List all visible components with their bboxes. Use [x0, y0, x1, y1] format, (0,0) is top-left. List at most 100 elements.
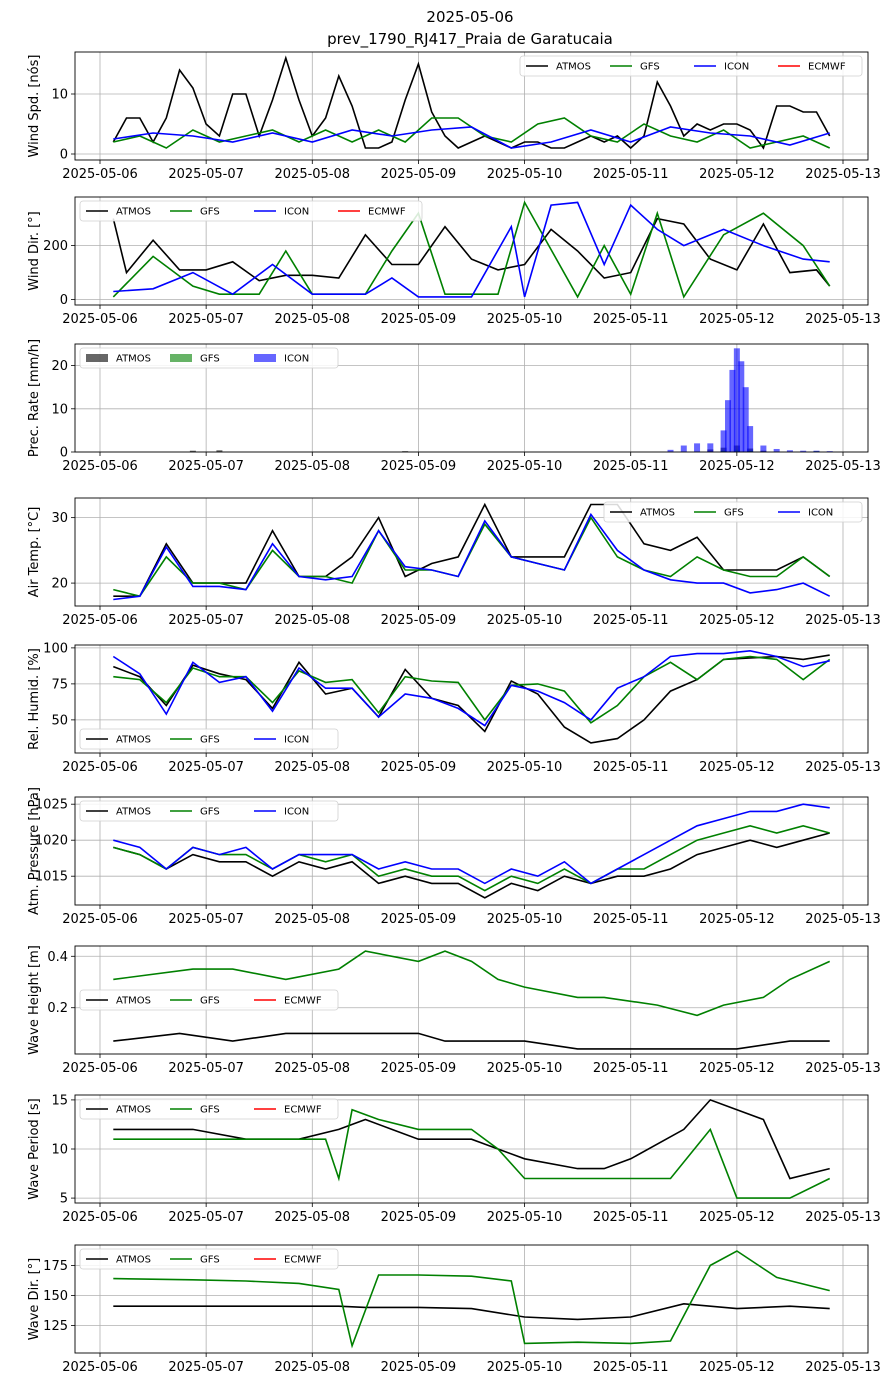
x-tick-label: 2025-05-11 [593, 167, 669, 182]
bar [189, 450, 196, 452]
x-tick-label: 2025-05-12 [699, 1210, 775, 1225]
bar [742, 387, 749, 452]
panel-wave-period-s: 2025-05-06 2025-05-07 2025-05-08 2025-05-09… [27, 1093, 881, 1225]
x-tick-label: 2025-05-09 [381, 1210, 457, 1225]
legend-label-ecmwf: ECMWF [808, 62, 846, 73]
bar [747, 426, 754, 452]
x-tick-label: 2025-05-08 [275, 1061, 351, 1076]
legend-swatch-gfs [170, 354, 192, 362]
y-tick-label: 0 [60, 148, 68, 163]
y-tick-label: 175 [43, 1259, 68, 1274]
x-tick-label: 2025-05-13 [805, 912, 881, 927]
legend-label-atmos: ATMOS [116, 1255, 151, 1266]
x-tick-label: 2025-05-09 [381, 912, 457, 927]
x-tick-label: 2025-05-07 [168, 459, 244, 474]
plot-area [112, 55, 831, 150]
series-line-atmos [113, 832, 830, 899]
axes-frame [74, 1094, 869, 1204]
x-tick-label: 2025-05-11 [593, 760, 669, 775]
x-tick-label: 2025-05-11 [593, 1061, 669, 1076]
x-tick-label: 2025-05-06 [62, 312, 138, 327]
legend-box [79, 800, 339, 822]
axes-frame [74, 945, 869, 1055]
series-line-gfs [113, 950, 831, 1017]
x-tick-label: 2025-05-13 [805, 459, 881, 474]
legend-label-atmos: ATMOS [556, 62, 591, 73]
x-tick-label: 2025-05-06 [62, 613, 138, 628]
x-tick-label: 2025-05-09 [381, 1061, 457, 1076]
legend: ATMOS GFS ICON [79, 347, 339, 369]
x-tick-label: 2025-05-13 [805, 312, 881, 327]
y-tick-label: 0 [60, 293, 68, 308]
y-axis-label: Prec. Rate [mm/h] [27, 339, 42, 457]
y-axis-label: Atm. Pressure [hPa] [27, 787, 42, 915]
x-tick-label: 2025-05-12 [699, 760, 775, 775]
y-axis-label: Wind Dir. [°] [27, 211, 42, 291]
x-tick-label: 2025-05-10 [487, 167, 563, 182]
plot-area [189, 348, 833, 452]
x-tick-label: 2025-05-08 [275, 760, 351, 775]
legend-label-gfs: GFS [200, 354, 220, 365]
x-tick-label: 2025-05-13 [805, 167, 881, 182]
x-tick-label: 2025-05-12 [699, 1061, 775, 1076]
legend: ATMOS GFS ICON ECMWF [79, 200, 423, 222]
legend-box [79, 989, 339, 1011]
x-tick-label: 2025-05-08 [275, 459, 351, 474]
series-line-atmos [113, 502, 831, 598]
y-axis-label: Wave Period [s] [27, 1098, 42, 1199]
bar [800, 450, 807, 452]
series-line-icon [113, 126, 830, 149]
legend: ATMOS GFS ECMWF [79, 1098, 339, 1120]
legend: ATMOS GFS ICON ECMWF [519, 55, 863, 77]
x-tick-label: 2025-05-10 [487, 1360, 563, 1375]
panel-atm-pressure-hpa: 2025-05-06 2025-05-07 2025-05-08 2025-05-09… [27, 787, 881, 927]
legend-box [79, 1248, 339, 1270]
panel-wave-dir: 2025-05-06 2025-05-07 2025-05-08 2025-05-09… [27, 1244, 881, 1375]
series-line-icon [113, 512, 831, 601]
x-tick-label: 2025-05-06 [62, 1210, 138, 1225]
x-tick-label: 2025-05-07 [168, 1360, 244, 1375]
legend-label-gfs: GFS [200, 207, 220, 218]
x-tick-label: 2025-05-06 [62, 167, 138, 182]
legend-swatch-atmos [86, 354, 108, 362]
x-tick-label: 2025-05-07 [168, 760, 244, 775]
y-tick-label: 75 [51, 677, 68, 692]
y-tick-label: 5 [60, 1192, 68, 1207]
legend-box [603, 501, 863, 523]
legend-label-gfs: GFS [200, 1105, 220, 1116]
y-axis-label: Wave Dir. [°] [27, 1258, 42, 1341]
x-tick-label: 2025-05-09 [381, 167, 457, 182]
bar [680, 445, 687, 452]
y-axis-label: Wind Spd. [nós] [27, 55, 42, 158]
legend: ATMOS GFS ICON [79, 728, 339, 750]
plot-area [113, 950, 831, 1050]
legend-label-icon: ICON [284, 207, 309, 218]
y-tick-label: 20 [51, 359, 68, 374]
series-line-icon [112, 649, 830, 727]
series-line-gfs [112, 200, 831, 299]
x-tick-label: 2025-05-10 [487, 1061, 563, 1076]
legend-box [519, 55, 863, 77]
x-tick-label: 2025-05-09 [381, 760, 457, 775]
x-tick-label: 2025-05-10 [487, 312, 563, 327]
series-line-icon [113, 201, 830, 298]
x-tick-label: 2025-05-13 [805, 613, 881, 628]
x-tick-label: 2025-05-09 [381, 312, 457, 327]
x-tick-label: 2025-05-07 [168, 312, 244, 327]
bar [667, 449, 674, 452]
x-tick-label: 2025-05-12 [699, 459, 775, 474]
legend-label-atmos: ATMOS [116, 207, 151, 218]
legend-box [79, 728, 339, 750]
x-tick-label: 2025-05-06 [62, 1061, 138, 1076]
bar [725, 400, 732, 452]
figure-title-date: 2025-05-06 [426, 8, 513, 26]
y-tick-label: 125 [43, 1319, 68, 1334]
y-tick-label: 200 [43, 239, 68, 254]
y-tick-label: 0 [60, 446, 68, 461]
series-line-gfs [113, 1250, 830, 1349]
axes-frame [74, 644, 869, 754]
plot-area [112, 649, 831, 744]
x-tick-label: 2025-05-12 [699, 167, 775, 182]
y-tick-label: 150 [43, 1289, 68, 1304]
